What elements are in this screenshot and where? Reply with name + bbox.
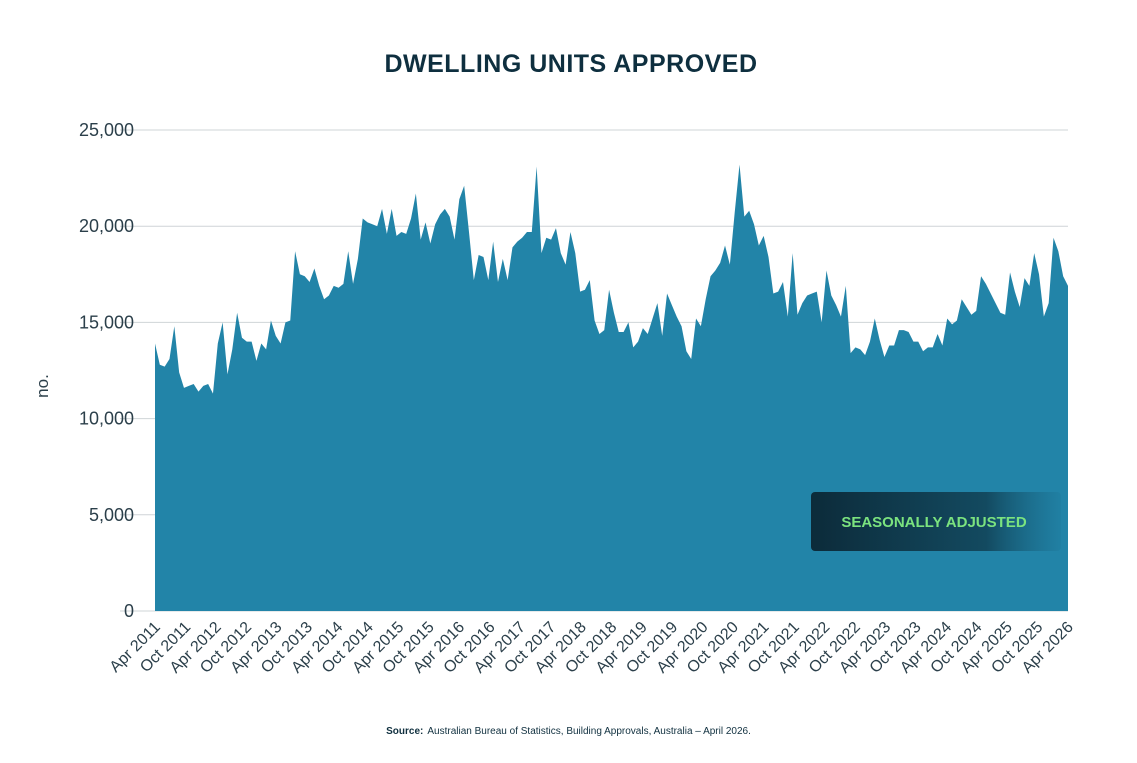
y-tick-label: 20,000 [79,216,134,236]
source-label: Source: [386,726,424,737]
y-axis-ticks: 0 5,000 10,000 15,000 20,000 25,000 [79,120,134,621]
chart-title: DWELLING UNITS APPROVED [384,50,757,78]
y-tick-label: 25,000 [79,120,134,140]
y-tick-label: 5,000 [89,505,134,525]
source-note: Source: Australian Bureau of Statistics, … [0,726,1137,737]
y-tick-label: 15,000 [79,312,134,332]
badge-background [811,492,1061,551]
seasonally-adjusted-badge: SEASONALLY ADJUSTED [811,492,1061,551]
y-axis-label: no. [33,374,52,398]
y-tick-label: 0 [124,601,134,621]
badge-label: SEASONALLY ADJUSTED [841,514,1026,531]
y-tick-label: 10,000 [79,409,134,429]
source-text: Australian Bureau of Statistics, Buildin… [427,726,751,737]
